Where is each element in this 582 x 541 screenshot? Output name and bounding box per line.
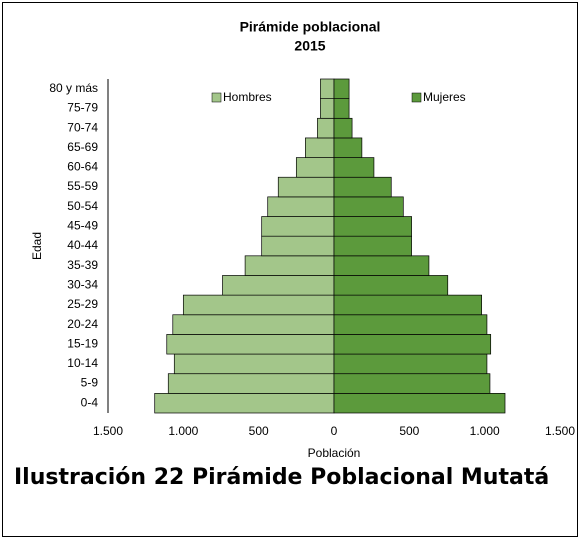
bar: [320, 98, 335, 119]
bar: [333, 334, 492, 355]
y-tick-label: 75-79: [67, 101, 98, 115]
bar: [333, 216, 412, 237]
y-tick-label: 65-69: [67, 140, 98, 154]
bar: [333, 275, 449, 296]
y-tick-label: 20-24: [67, 317, 98, 331]
bar: [333, 373, 491, 394]
legend-swatch: [411, 92, 422, 103]
bar: [333, 117, 353, 139]
y-tick-label: 80 y más: [49, 81, 98, 95]
y-tick-label: 0-4: [81, 395, 99, 409]
y-tick-label: 10-14: [67, 356, 98, 370]
bar: [267, 196, 335, 217]
bar: [173, 353, 335, 375]
x-tick-label: 0: [331, 424, 338, 438]
y-tick-label: 55-59: [67, 179, 98, 193]
bar: [172, 314, 335, 335]
bar: [182, 294, 335, 316]
bar: [244, 255, 335, 276]
bar: [261, 216, 335, 237]
bar: [333, 353, 488, 375]
y-tick-label: 45-49: [67, 219, 98, 233]
bar: [166, 334, 335, 355]
y-tick-label: 35-39: [67, 258, 98, 272]
x-tick-label: 1.000: [470, 424, 500, 438]
chart: Pirámide poblacional 2015 Población Edad…: [30, 19, 575, 460]
bar: [305, 137, 335, 158]
bar: [154, 393, 335, 414]
x-tick-label: 1.000: [168, 424, 198, 438]
bar: [295, 157, 335, 178]
legend-label: Mujeres: [423, 90, 466, 104]
x-tick-label: 1.500: [93, 424, 123, 438]
bar: [333, 176, 392, 198]
bar: [320, 78, 335, 99]
bar: [333, 137, 363, 158]
bar: [333, 157, 375, 178]
bar: [167, 373, 335, 394]
y-tick-label: 30-34: [67, 277, 98, 291]
bar: [261, 235, 335, 257]
y-tick-label: 70-74: [67, 120, 98, 134]
legend-label: Hombres: [223, 90, 272, 104]
x-tick-label: 500: [249, 424, 269, 438]
chart-subtitle: 2015: [294, 38, 325, 54]
y-tick-label: 50-54: [67, 199, 98, 213]
bar: [333, 393, 506, 414]
bar: [333, 98, 350, 119]
chart-title: Pirámide poblacional: [240, 19, 381, 35]
x-axis-label: Población: [308, 446, 361, 460]
bar: [333, 235, 412, 257]
y-tick-label: 15-19: [67, 336, 98, 350]
legend-swatch: [211, 92, 222, 103]
bar: [333, 314, 488, 335]
bar: [317, 117, 335, 139]
caption: Ilustración 22 Pirámide Poblacional Muta…: [14, 465, 550, 490]
bar: [277, 176, 335, 198]
y-tick-label: 5-9: [81, 376, 99, 390]
frame: [2, 2, 578, 537]
y-axis-label: Edad: [30, 232, 44, 260]
bar: [333, 78, 350, 99]
bar: [333, 255, 430, 276]
bar: [333, 196, 404, 217]
y-tick-label: 25-29: [67, 297, 98, 311]
x-tick-label: 1.500: [545, 424, 575, 438]
y-tick-label: 40-44: [67, 238, 98, 252]
y-tick-label: 60-64: [67, 160, 98, 174]
x-tick-label: 500: [399, 424, 419, 438]
bar: [222, 275, 335, 296]
bar: [333, 294, 483, 316]
